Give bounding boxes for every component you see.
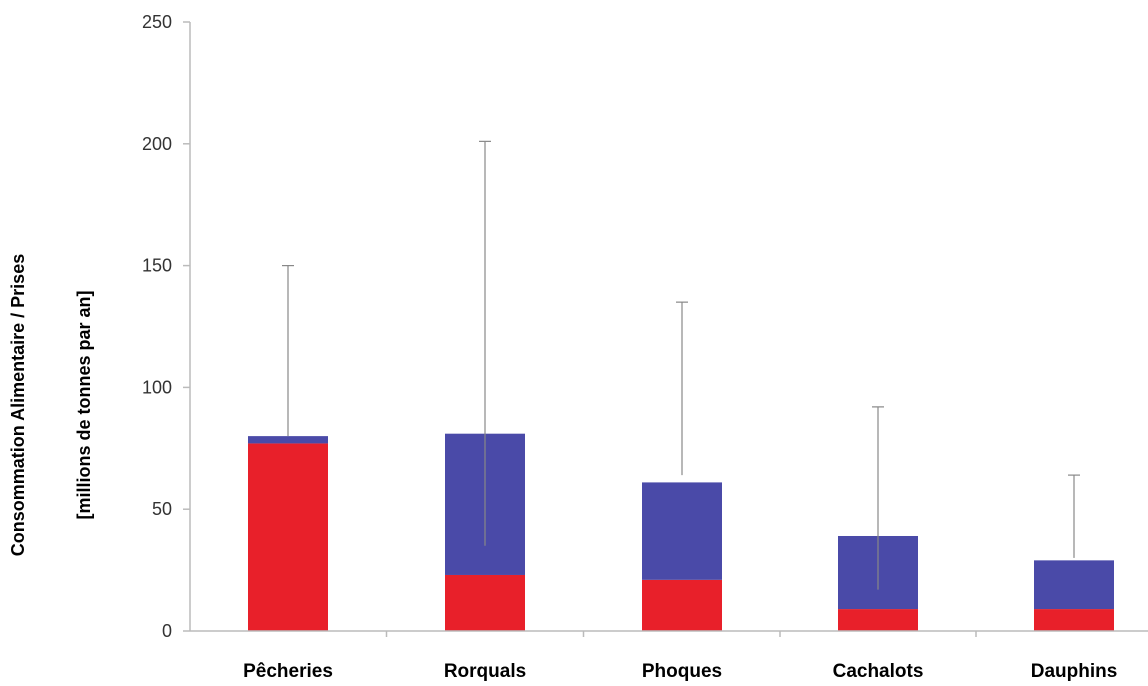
y-tick-label: 0 [162, 621, 172, 641]
y-tick-label: 50 [152, 499, 172, 519]
category-label: Dauphins [1031, 661, 1118, 682]
y-axis-title-line1: Consommation Alimentaire / Prises [8, 254, 28, 556]
category-label: Cachalots [833, 661, 924, 682]
category-labels: Pêcheries Rorquals Phoques Cachalots Dauphin… [243, 661, 1117, 682]
y-tick-label: 200 [142, 134, 172, 154]
category-label: Phoques [642, 661, 722, 682]
y-axis-ticks: 0 50 100 150 200 250 [142, 12, 190, 641]
y-tick-label: 100 [142, 377, 172, 397]
bar-segment [248, 443, 328, 631]
bar-segment [1034, 609, 1114, 631]
bar-segment [642, 482, 722, 580]
bars [248, 433, 1114, 631]
y-tick-label: 250 [142, 12, 172, 32]
bar-segment [642, 579, 722, 631]
y-tick-label: 150 [142, 256, 172, 276]
bar-segment [838, 609, 918, 631]
bar-segment [248, 436, 328, 444]
axes [189, 22, 1148, 637]
y-axis-title-line2: [millions de tonnes par an] [74, 290, 94, 519]
error-bars [282, 140, 1080, 590]
category-label: Rorquals [444, 661, 526, 682]
category-label: Pêcheries [243, 661, 333, 682]
bar-segment [1034, 560, 1114, 610]
bar-segment [445, 574, 525, 631]
